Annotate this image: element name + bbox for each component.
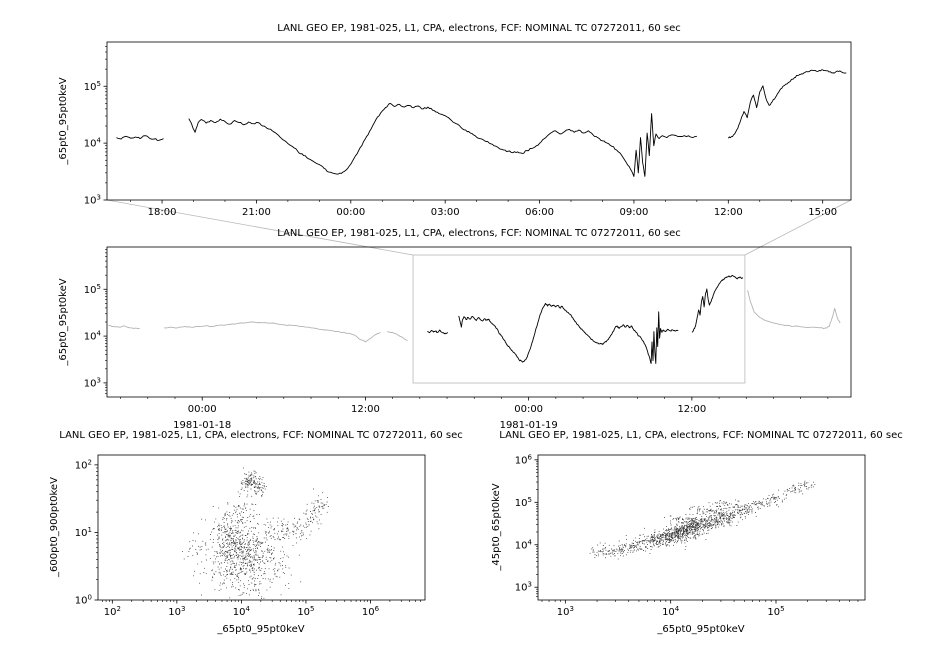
overview-chart-ylabel: _65pt0_95pt0keV	[58, 278, 69, 366]
svg-text:15:00: 15:00	[808, 207, 837, 218]
top-chart-ylabel: _65pt0_95pt0keV	[58, 77, 69, 165]
svg-text:21:00: 21:00	[242, 207, 271, 218]
scatter-left-xlabel: _65pt0_95pt0keV	[216, 624, 304, 635]
svg-text:104: 104	[84, 137, 102, 150]
svg-text:103: 103	[515, 581, 532, 594]
svg-text:12:00: 12:00	[677, 404, 706, 415]
svg-text:105: 105	[84, 80, 101, 93]
overview-chart-title: LANL GEO EP, 1981-025, L1, CPA, electron…	[277, 228, 680, 239]
svg-text:103: 103	[84, 376, 101, 389]
svg-text:1981-01-19: 1981-01-19	[500, 420, 558, 431]
svg-text:103: 103	[557, 605, 574, 618]
svg-text:106: 106	[515, 453, 533, 466]
svg-text:00:00: 00:00	[188, 404, 217, 415]
svg-text:105: 105	[515, 496, 532, 509]
scatter-right-xlabel: _65pt0_95pt0keV	[656, 624, 744, 635]
svg-text:104: 104	[84, 330, 102, 343]
svg-text:103: 103	[168, 605, 185, 618]
svg-text:102: 102	[104, 605, 121, 618]
svg-text:103: 103	[84, 194, 101, 207]
svg-text:12:00: 12:00	[714, 207, 743, 218]
svg-text:1981-01-18: 1981-01-18	[173, 420, 231, 431]
svg-text:105: 105	[297, 605, 314, 618]
svg-text:104: 104	[515, 538, 533, 551]
svg-text:00:00: 00:00	[336, 207, 365, 218]
svg-text:12:00: 12:00	[351, 404, 380, 415]
svg-text:18:00: 18:00	[148, 207, 177, 218]
svg-text:104: 104	[662, 605, 680, 618]
svg-text:106: 106	[362, 605, 380, 618]
svg-text:100: 100	[75, 594, 92, 607]
generated-plot-graphics: 103 104 105 18:00 21:00 00:00 03:00 06:00 09:00 1…	[75, 41, 866, 618]
scatter-right-ylabel: _45pt0_65pt0keV	[491, 483, 502, 571]
svg-text:101: 101	[75, 526, 92, 539]
scatter-left-ylabel: _600pt0_900pt0keV	[49, 477, 60, 578]
svg-text:09:00: 09:00	[620, 207, 649, 218]
top-chart-title: LANL GEO EP, 1981-025, L1, CPA, electron…	[277, 23, 680, 34]
svg-text:00:00: 00:00	[514, 404, 543, 415]
scatter-left-title: LANL GEO EP, 1981-025, L1, CPA, electron…	[59, 430, 462, 441]
svg-text:03:00: 03:00	[431, 207, 460, 218]
svg-text:06:00: 06:00	[525, 207, 554, 218]
svg-text:105: 105	[84, 283, 101, 296]
svg-text:104: 104	[233, 605, 251, 618]
scatter-right-title: LANL GEO EP, 1981-025, L1, CPA, electron…	[499, 430, 902, 441]
svg-text:102: 102	[75, 458, 92, 471]
svg-text:105: 105	[767, 605, 784, 618]
